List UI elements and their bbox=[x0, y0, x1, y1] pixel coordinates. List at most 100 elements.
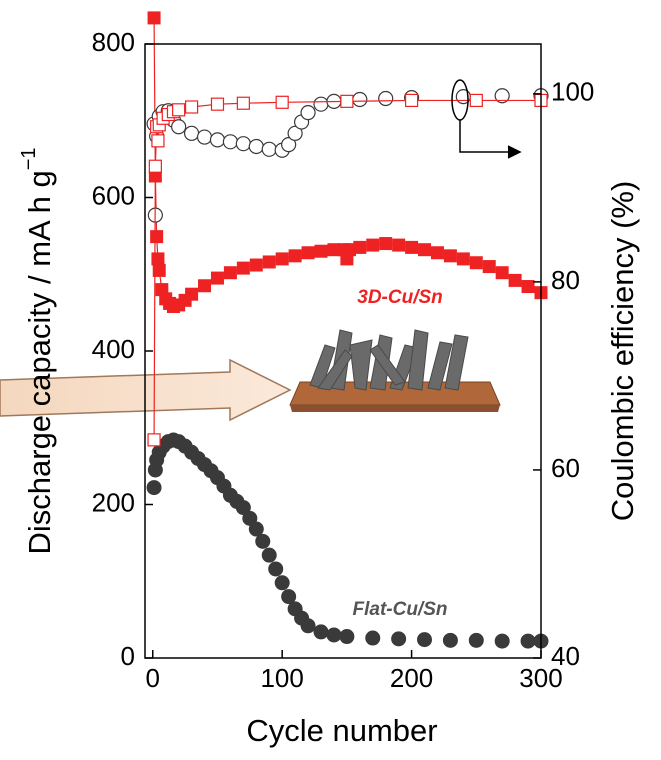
point bbox=[275, 95, 289, 109]
y2-axis-label: Coulombic efficiency (%) bbox=[605, 181, 640, 522]
point bbox=[300, 618, 316, 634]
y-axis-label: Discharge capacity / mA h g−1 bbox=[18, 147, 57, 554]
point bbox=[353, 240, 367, 254]
point bbox=[418, 243, 432, 257]
point bbox=[404, 93, 419, 108]
point bbox=[209, 132, 226, 148]
point bbox=[261, 141, 277, 157]
point bbox=[469, 93, 483, 108]
x-tick-label: 200 bbox=[390, 663, 433, 693]
point bbox=[281, 137, 297, 153]
point bbox=[281, 589, 297, 605]
point bbox=[340, 94, 354, 108]
y-tick-label: 0 bbox=[121, 641, 135, 671]
inset-illustration bbox=[0, 329, 501, 422]
point bbox=[300, 105, 316, 121]
point bbox=[249, 258, 263, 272]
point bbox=[417, 632, 433, 648]
y2-tick-label: 100 bbox=[551, 77, 594, 107]
y-tick-label: 800 bbox=[92, 27, 135, 57]
point bbox=[405, 240, 419, 254]
point bbox=[255, 533, 271, 549]
point bbox=[468, 632, 484, 648]
point bbox=[236, 96, 250, 110]
point bbox=[171, 119, 187, 135]
x-axis-label: Cycle number bbox=[246, 713, 437, 748]
point bbox=[495, 266, 509, 280]
point bbox=[391, 631, 407, 647]
point bbox=[313, 96, 329, 112]
point bbox=[223, 266, 237, 280]
point bbox=[443, 249, 457, 263]
point bbox=[301, 246, 315, 260]
point bbox=[287, 125, 303, 141]
point bbox=[183, 125, 200, 141]
point bbox=[236, 261, 250, 275]
point bbox=[151, 134, 165, 148]
y2-tick-label: 80 bbox=[551, 265, 580, 295]
x-tick-label: 100 bbox=[260, 663, 303, 693]
point bbox=[275, 252, 289, 266]
point bbox=[172, 103, 186, 117]
point bbox=[430, 246, 444, 260]
y2-tick-label: 60 bbox=[551, 453, 580, 483]
point bbox=[274, 575, 290, 591]
point bbox=[352, 91, 368, 108]
point bbox=[366, 238, 380, 252]
plot-area bbox=[146, 11, 549, 649]
x-tick-label: 300 bbox=[519, 663, 562, 693]
series bbox=[147, 93, 548, 447]
axis-indicator bbox=[451, 79, 522, 159]
point bbox=[148, 159, 162, 173]
point bbox=[313, 624, 329, 640]
series bbox=[147, 11, 548, 313]
x-tick-label: 0 bbox=[146, 663, 160, 693]
point bbox=[379, 237, 393, 251]
y2-tick-label: 40 bbox=[551, 641, 580, 671]
series bbox=[146, 88, 549, 223]
series bbox=[146, 432, 549, 649]
annotation: 3D-Cu/Sn bbox=[357, 287, 443, 308]
point bbox=[198, 279, 212, 293]
point bbox=[185, 287, 199, 301]
point bbox=[150, 230, 164, 244]
point bbox=[151, 252, 165, 266]
point bbox=[147, 11, 161, 25]
point bbox=[152, 263, 166, 277]
point bbox=[392, 238, 406, 252]
point bbox=[378, 90, 394, 107]
point bbox=[196, 129, 213, 145]
point bbox=[248, 138, 264, 155]
point bbox=[520, 633, 536, 649]
point bbox=[494, 88, 510, 104]
point bbox=[248, 521, 264, 537]
point bbox=[326, 627, 342, 643]
point bbox=[184, 100, 199, 114]
point bbox=[339, 629, 355, 645]
point bbox=[261, 547, 277, 563]
y-axis-label-superscript: −1 bbox=[18, 147, 40, 170]
y-axis-label-text: Discharge capacity / mA h g bbox=[22, 170, 57, 554]
point bbox=[210, 271, 224, 285]
y-tick-label: 400 bbox=[92, 334, 135, 364]
point bbox=[222, 134, 239, 150]
point bbox=[521, 280, 535, 294]
point bbox=[147, 433, 161, 447]
point bbox=[494, 633, 510, 649]
point bbox=[235, 136, 251, 152]
point bbox=[288, 249, 302, 263]
point bbox=[469, 256, 483, 270]
point bbox=[482, 260, 496, 274]
y-tick-label: 200 bbox=[92, 487, 135, 517]
annotation: Flat-Cu/Sn bbox=[353, 599, 448, 620]
point bbox=[210, 97, 225, 111]
y-tick-label: 600 bbox=[92, 180, 135, 210]
point bbox=[508, 273, 522, 287]
point bbox=[314, 244, 328, 258]
point bbox=[146, 480, 162, 496]
point bbox=[365, 630, 381, 646]
point bbox=[262, 255, 276, 269]
point bbox=[268, 561, 284, 577]
